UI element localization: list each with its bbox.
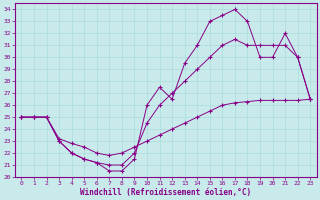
X-axis label: Windchill (Refroidissement éolien,°C): Windchill (Refroidissement éolien,°C) [80, 188, 252, 197]
